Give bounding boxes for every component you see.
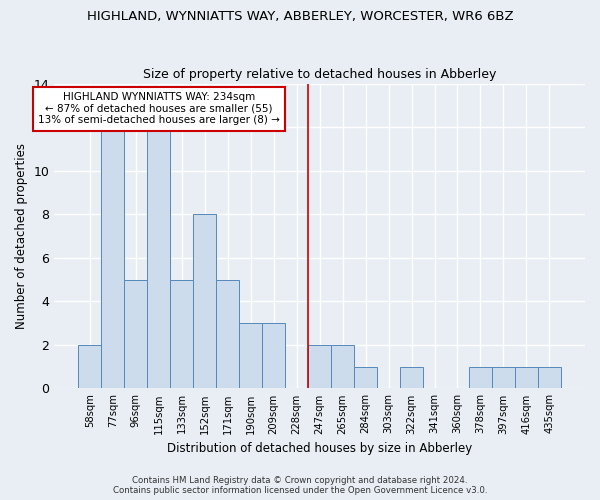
Text: HIGHLAND, WYNNIATTS WAY, ABBERLEY, WORCESTER, WR6 6BZ: HIGHLAND, WYNNIATTS WAY, ABBERLEY, WORCE… [86,10,514,23]
Bar [193,214,216,388]
Bar [148,127,170,388]
X-axis label: Distribution of detached houses by size in Abberley: Distribution of detached houses by size … [167,442,472,455]
Y-axis label: Number of detached properties: Number of detached properties [15,143,28,329]
Bar [469,366,492,388]
Bar [124,280,148,388]
Bar [492,366,515,388]
Bar [400,366,423,388]
Bar [239,323,262,388]
Title: Size of property relative to detached houses in Abberley: Size of property relative to detached ho… [143,68,496,81]
Bar [354,366,377,388]
Bar [538,366,561,388]
Bar [216,280,239,388]
Bar [331,345,354,389]
Text: HIGHLAND WYNNIATTS WAY: 234sqm
← 87% of detached houses are smaller (55)
13% of : HIGHLAND WYNNIATTS WAY: 234sqm ← 87% of … [38,92,280,126]
Bar [101,127,124,388]
Bar [308,345,331,389]
Bar [515,366,538,388]
Bar [262,323,285,388]
Bar [170,280,193,388]
Text: Contains HM Land Registry data © Crown copyright and database right 2024.
Contai: Contains HM Land Registry data © Crown c… [113,476,487,495]
Bar [79,345,101,389]
